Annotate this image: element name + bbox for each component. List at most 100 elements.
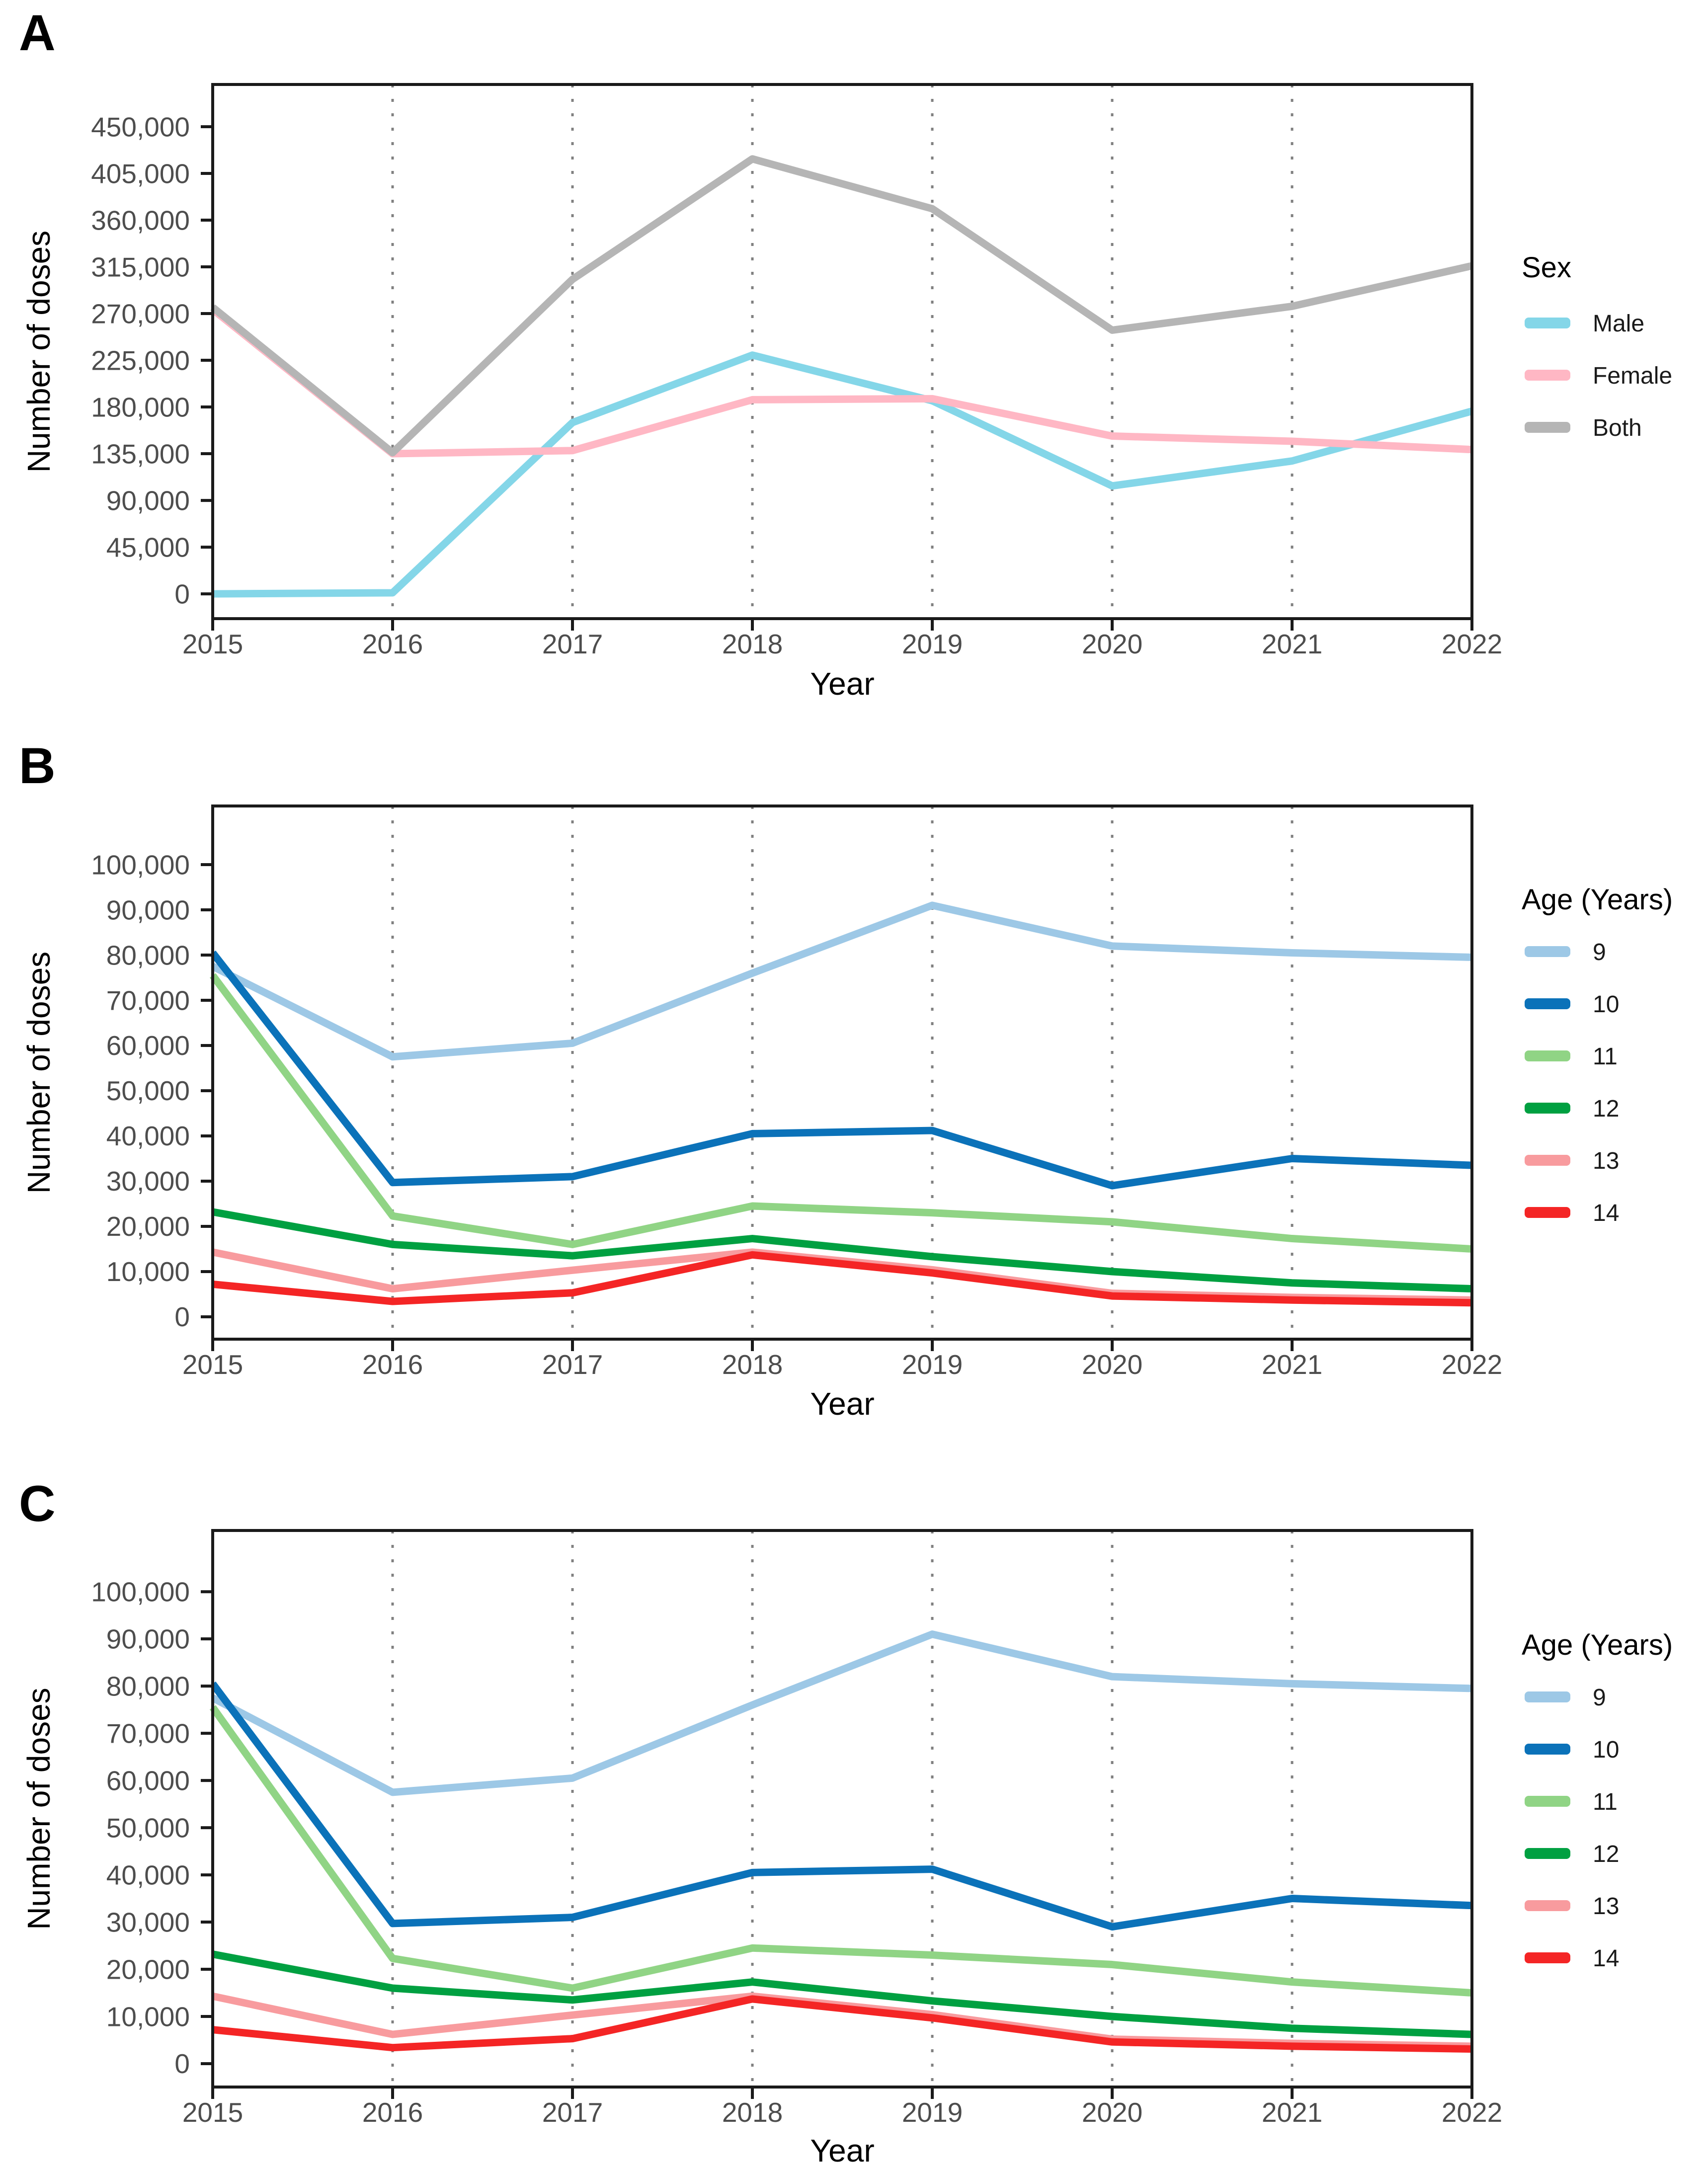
legend-label-both: Both [1593, 415, 1642, 441]
legend-swatch-12 [1525, 1848, 1570, 1859]
legend-label-female: Female [1593, 363, 1672, 389]
plot-border [211, 1529, 1473, 2089]
x-axis-title: Year [810, 666, 874, 702]
x-tick-label: 2016 [362, 2097, 423, 2128]
legend-swatch-11 [1525, 1050, 1570, 1061]
legend-label-10: 10 [1593, 1737, 1619, 1763]
series-line-12 [212, 1950, 1472, 2038]
x-axis-title: Year [810, 1386, 874, 1422]
x-tick-label: 2016 [362, 1349, 423, 1380]
y-tick-label: 0 [174, 578, 190, 609]
x-tick-label: 2017 [542, 1349, 603, 1380]
y-tick-label: 100,000 [91, 849, 190, 880]
chart-svg-a: 0 45,000 90,000 135,000 180,000 225,000 270,00… [21, 83, 1672, 702]
legend-swatch-10 [1525, 998, 1570, 1009]
y-tick-label: 10,000 [106, 2001, 190, 2032]
y-tick-label: 60,000 [106, 1030, 190, 1061]
series-line-10 [210, 950, 1472, 1190]
series-line-11 [209, 1705, 1472, 1997]
series-line-female [210, 306, 1472, 458]
y-tick-label: 100,000 [91, 1576, 190, 1607]
y-tick-label: 225,000 [91, 345, 190, 376]
legend-label-14: 14 [1593, 1200, 1619, 1226]
x-tick-label: 2018 [722, 629, 783, 659]
legend-swatch-13 [1525, 1900, 1570, 1911]
series-line-13 [212, 1992, 1472, 2050]
y-tick-label: 90,000 [106, 485, 190, 516]
y-tick-label: 0 [174, 2048, 190, 2079]
legend-label-male: Male [1593, 311, 1644, 337]
y-tick-label: 270,000 [91, 298, 190, 329]
legend-label-13: 13 [1593, 1148, 1619, 1174]
x-tick-label: 2015 [182, 1349, 243, 1380]
x-tick-label: 2015 [182, 2097, 243, 2128]
legend-label-11: 11 [1593, 1789, 1618, 1815]
legend-swatch-13 [1525, 1155, 1570, 1166]
legend-label-13: 13 [1593, 1893, 1619, 1920]
panel-a-label: A [19, 4, 56, 61]
y-tick-label: 50,000 [106, 1075, 190, 1106]
series-line-male [212, 351, 1473, 598]
series-line-13 [212, 1248, 1472, 1304]
series-line-14 [212, 1251, 1472, 1307]
panel-c-chart: 0 10,000 20,000 30,000 40,000 50,000 60,000 70,… [0, 1446, 1708, 2169]
legend-label-14: 14 [1593, 1945, 1619, 1972]
legend-swatch-12 [1525, 1103, 1570, 1114]
legend-label-9: 9 [1593, 939, 1606, 965]
panel-c: C 0 10,000 20,000 30,000 40,000 50,000 60,000 7… [0, 1446, 1708, 2169]
y-axis-title: Number of doses [21, 952, 57, 1194]
legend-swatch-both [1525, 422, 1570, 433]
panel-c-label: C [19, 1475, 56, 1532]
legend-label-9: 9 [1593, 1685, 1606, 1711]
y-tick-label: 20,000 [106, 1954, 190, 1985]
series-line-both [210, 155, 1473, 457]
panel-a: A 0 45,000 90,000 135,000 180,000 225,000 270,… [0, 0, 1708, 723]
panel-b-chart: 0 10,000 20,000 30,000 40,000 50,000 60,000 70,… [0, 723, 1708, 1446]
y-tick-label: 80,000 [106, 940, 190, 970]
x-tick-label: 2018 [722, 1349, 783, 1380]
x-tick-label: 2016 [362, 629, 423, 659]
legend-title: Sex [1522, 251, 1571, 284]
x-tick-label: 2020 [1082, 629, 1142, 659]
series-line-11 [209, 973, 1472, 1253]
x-tick-label: 2021 [1262, 629, 1322, 659]
x-tick-label: 2019 [902, 2097, 963, 2128]
y-tick-label: 90,000 [106, 1623, 190, 1654]
x-tick-label: 2019 [902, 629, 963, 659]
y-tick-label: 40,000 [106, 1121, 190, 1151]
y-tick-label: 10,000 [106, 1256, 190, 1287]
legend-label-12: 12 [1593, 1096, 1619, 1122]
legend-swatch-female [1525, 370, 1570, 381]
legend-swatch-14 [1525, 1207, 1570, 1218]
legend-swatch-11 [1525, 1796, 1570, 1807]
x-tick-label: 2017 [542, 2097, 603, 2128]
y-tick-label: 0 [174, 1301, 190, 1332]
panel-a-chart: 0 45,000 90,000 135,000 180,000 225,000 270,00… [0, 0, 1708, 723]
legend-label-11: 11 [1593, 1044, 1618, 1070]
legend-swatch-male [1525, 318, 1570, 328]
y-tick-label: 40,000 [106, 1859, 190, 1890]
y-axis-title: Number of doses [21, 1688, 57, 1930]
x-tick-label: 2018 [722, 2097, 783, 2128]
panel-b-label: B [19, 737, 56, 794]
legend-title: Age (Years) [1522, 884, 1673, 916]
y-tick-label: 30,000 [106, 1166, 190, 1197]
legend-label-12: 12 [1593, 1841, 1619, 1867]
chart-svg-c: 0 10,000 20,000 30,000 40,000 50,000 60,000 70,… [21, 1529, 1673, 2169]
legend-swatch-14 [1525, 1952, 1570, 1963]
chart-svg-b: 0 10,000 20,000 30,000 40,000 50,000 60,000 70,… [21, 804, 1673, 1422]
legend-title: Age (Years) [1522, 1629, 1673, 1661]
y-tick-label: 70,000 [106, 985, 190, 1016]
series-line-10 [210, 1681, 1472, 1931]
x-tick-label: 2017 [542, 629, 603, 659]
x-tick-label: 2022 [1442, 1349, 1502, 1380]
y-tick-label: 50,000 [106, 1812, 190, 1843]
y-tick-label: 70,000 [106, 1718, 190, 1749]
x-tick-label: 2021 [1262, 2097, 1322, 2128]
legend-swatch-10 [1525, 1744, 1570, 1755]
series-line-9 [211, 1630, 1472, 1796]
legend-label-10: 10 [1593, 991, 1619, 1018]
y-tick-label: 45,000 [106, 532, 190, 563]
y-tick-label: 405,000 [91, 158, 190, 189]
y-tick-label: 360,000 [91, 205, 190, 236]
